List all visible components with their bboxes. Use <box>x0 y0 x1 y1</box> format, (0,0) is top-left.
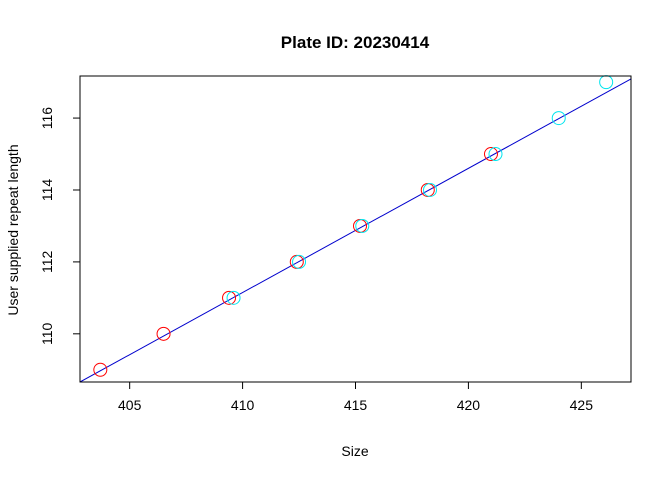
y-tick-label-116: 116 <box>39 107 55 130</box>
y-tick-label-112: 112 <box>39 251 55 274</box>
data-point-series1-7 <box>483 147 498 162</box>
data-point-series1-1 <box>93 362 108 377</box>
data-point-series2-7 <box>599 75 614 90</box>
x-tick-label-425: 425 <box>570 397 594 413</box>
x-tick-label-405: 405 <box>118 397 142 413</box>
data-point-series2-2 <box>292 254 307 269</box>
x-tick-label-415: 415 <box>344 397 368 413</box>
y-tick-label-110: 110 <box>39 322 55 345</box>
plot-area: 405 410 415 420 425 110 112 114 116 <box>39 75 632 413</box>
data-point-series1-3 <box>222 290 237 305</box>
data-point-series2-5 <box>488 147 503 162</box>
data-point-series2-3 <box>355 218 370 233</box>
x-tick-label-420: 420 <box>457 397 481 413</box>
data-point-series2-6 <box>551 111 566 126</box>
x-tick-label-410: 410 <box>231 397 255 413</box>
y-tick-label-114: 114 <box>39 179 55 202</box>
chart-title: Plate ID: 20230414 <box>281 33 430 52</box>
x-axis-label: Size <box>341 443 368 459</box>
y-axis-label: User supplied repeat length <box>5 144 21 315</box>
data-point-series2-1 <box>226 290 241 305</box>
data-point-series2-4 <box>423 182 438 197</box>
data-point-series1-2 <box>156 326 171 341</box>
